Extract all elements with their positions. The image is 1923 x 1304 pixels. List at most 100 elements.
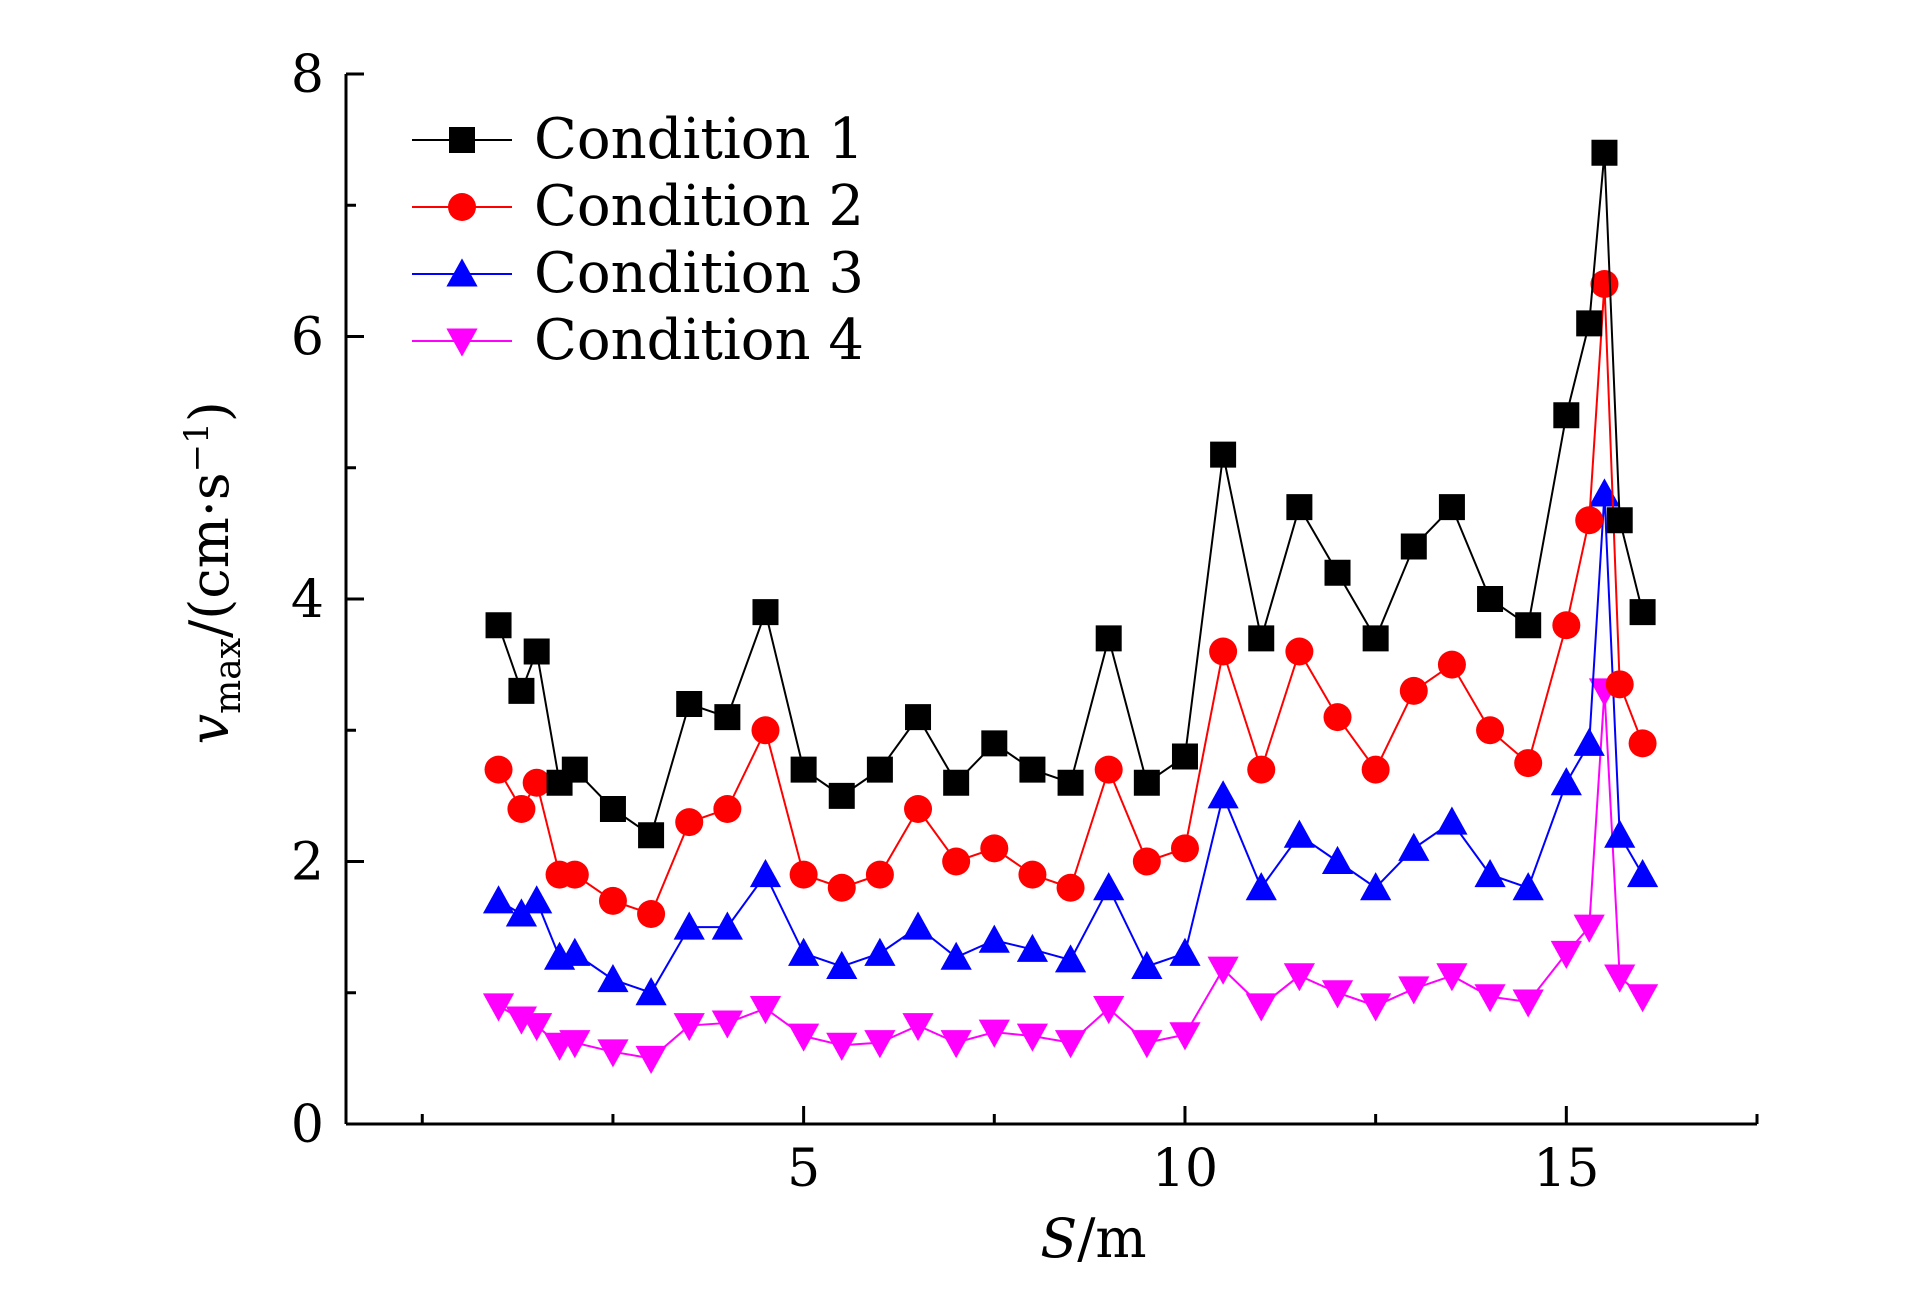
data-point [635, 1045, 667, 1074]
data-point [1248, 625, 1275, 652]
data-point [598, 886, 627, 915]
data-point [1321, 980, 1354, 1009]
data-point [711, 911, 743, 940]
data-point [827, 873, 856, 902]
data-point [942, 847, 971, 876]
data-point [482, 885, 515, 914]
data-point [1285, 637, 1314, 666]
data-point [1604, 819, 1636, 848]
data-point [1169, 937, 1201, 966]
y-tick-label: 6 [291, 308, 324, 368]
legend-entry: Condition 1 [412, 107, 864, 172]
data-point [826, 950, 858, 979]
data-point [485, 612, 512, 639]
data-point [1629, 599, 1656, 626]
data-point [1133, 769, 1160, 796]
data-point [1093, 996, 1125, 1025]
data-point [789, 860, 818, 889]
data-point [1018, 860, 1047, 889]
data-point [1512, 989, 1544, 1018]
data-point [1477, 586, 1504, 612]
data-point [1245, 993, 1277, 1022]
data-point [1362, 625, 1389, 652]
data-point [522, 768, 551, 797]
data-point [790, 756, 817, 783]
data-point [1515, 612, 1542, 639]
data-point [521, 1013, 553, 1042]
data-point [1573, 914, 1605, 943]
data-point [788, 937, 820, 966]
data-point [1169, 1022, 1201, 1051]
data-point [507, 795, 536, 823]
data-point [1095, 625, 1122, 652]
data-point [826, 1032, 858, 1061]
data-point [638, 822, 665, 849]
data-point [943, 769, 970, 796]
data-point [1361, 755, 1390, 784]
data-point [1210, 441, 1237, 468]
data-point [1436, 806, 1468, 835]
data-point [864, 1030, 896, 1059]
data-point [597, 1039, 629, 1068]
y-tick-label: 4 [291, 570, 324, 630]
data-point [1576, 310, 1603, 337]
data-point [1209, 637, 1238, 666]
y-tick-label: 2 [291, 833, 324, 893]
data-point [1553, 402, 1580, 429]
data-point [749, 859, 782, 888]
data-point [902, 1013, 934, 1042]
data-point [1588, 478, 1621, 507]
data-point [978, 924, 1010, 953]
data-point [1606, 507, 1633, 534]
data-point [1207, 956, 1239, 985]
series-condition-2 [484, 270, 1657, 928]
data-point [902, 911, 934, 940]
data-point [1056, 873, 1085, 902]
data-point [788, 1023, 820, 1052]
data-point [1360, 872, 1392, 901]
data-point [981, 730, 1008, 757]
data-point [905, 704, 932, 731]
data-point [1207, 780, 1239, 809]
data-point [1132, 847, 1161, 876]
data-point [1591, 139, 1618, 166]
data-point [751, 716, 780, 745]
data-point [1016, 1023, 1049, 1052]
data-point [1286, 494, 1313, 521]
data-point [1604, 964, 1636, 993]
data-point [1399, 676, 1428, 705]
data-point [752, 599, 779, 626]
data-point [484, 755, 513, 784]
series-line [497, 283, 1644, 916]
legend-label: Condition 1 [534, 107, 864, 172]
data-point [523, 638, 550, 665]
data-point [508, 677, 535, 704]
y-tick-label: 0 [291, 1095, 324, 1155]
data-point [1474, 859, 1506, 888]
data-point [1094, 755, 1123, 784]
legend-marker [449, 127, 475, 153]
axes: 0 2 4 6 8 5 10 15 [291, 45, 1759, 1199]
data-point [561, 756, 588, 783]
data-point [1436, 963, 1468, 992]
data-point [675, 808, 704, 837]
data-point [1512, 872, 1544, 901]
data-point [1283, 819, 1315, 848]
data-point [1437, 650, 1466, 679]
legend-entry: Condition 3 [412, 241, 864, 306]
data-point [1398, 832, 1430, 861]
data-point [1626, 984, 1659, 1013]
legend-marker [446, 258, 478, 287]
data-point [828, 782, 855, 809]
data-point [673, 911, 705, 940]
data-point [1054, 1030, 1087, 1059]
data-point [1016, 933, 1049, 962]
y-axis-label: vmax/(cm·s−1) [177, 401, 249, 744]
data-point [940, 941, 972, 970]
data-point [1057, 769, 1084, 796]
data-point [1245, 872, 1277, 901]
data-point [1400, 533, 1427, 560]
data-point [904, 795, 933, 823]
data-point [714, 704, 741, 731]
